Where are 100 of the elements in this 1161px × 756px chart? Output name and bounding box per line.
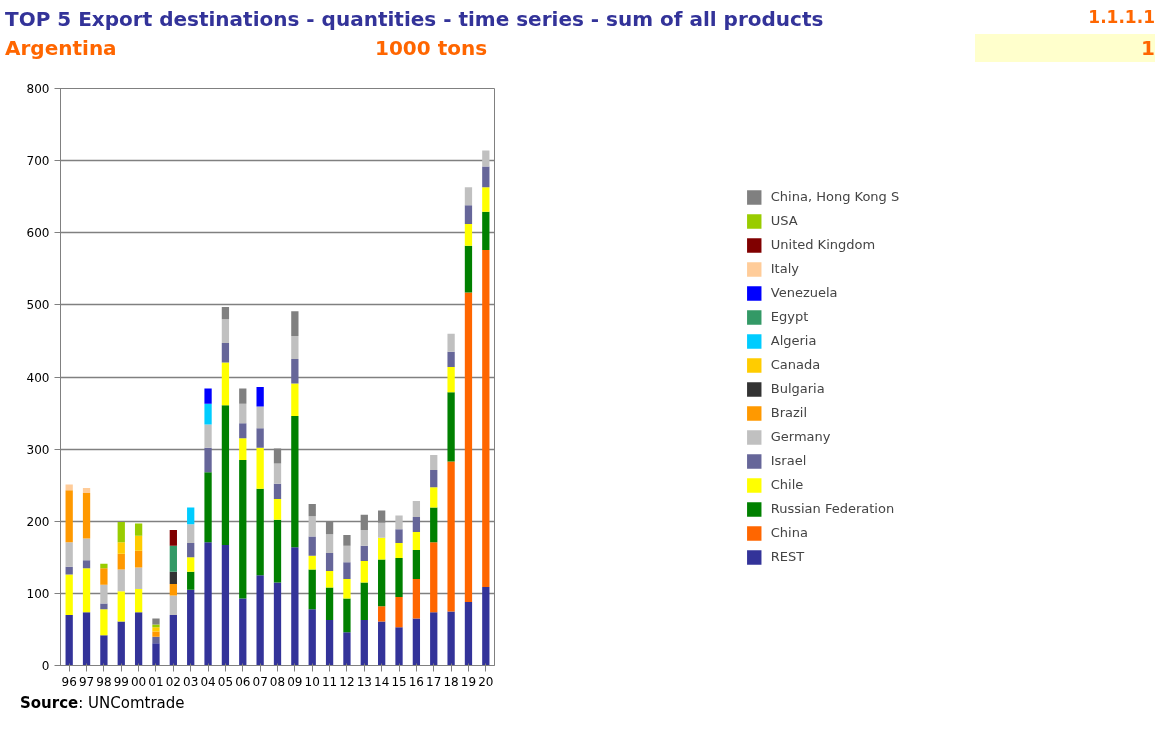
bar [291,311,299,336]
bar [256,428,264,448]
bar [273,519,282,583]
bar [82,538,91,561]
legend-label: Chile [770,477,804,492]
bar [273,582,282,666]
bar [378,510,386,523]
bar [152,627,160,632]
bar [430,470,438,488]
bar [378,621,386,666]
bar [482,150,490,167]
bar [430,454,438,471]
bar [117,553,125,570]
bar [308,536,316,556]
bar [65,484,73,491]
bar [343,534,351,546]
bar [82,568,91,613]
bar [412,618,421,666]
x-tick-label: 19 [460,674,477,689]
bar [221,319,230,344]
x-tick-label: 12 [339,674,355,689]
bar [378,559,386,607]
bar [169,571,177,584]
bar [291,358,299,384]
bar [412,516,421,533]
bar [134,567,143,590]
y-tick-label: 300 [26,442,50,457]
bar [204,542,212,666]
bar [204,403,212,425]
bar [308,503,316,517]
y-tick-label: 0 [41,659,50,673]
legend-label: Algeria [770,333,817,348]
legend-label: United Kingdom [770,237,876,252]
bar [65,615,73,666]
bar [134,612,143,666]
bar [65,542,73,567]
x-tick-label: 05 [217,674,234,689]
x-tick-label: 02 [165,674,181,689]
bar [343,578,351,599]
bar [464,187,473,206]
bar [447,351,455,367]
bar [308,555,316,570]
bar [447,392,455,462]
bar [482,586,490,666]
chart-title: TOP 5 Export destinations - quantities - time series - sum of all products [5,6,824,33]
bar [169,529,177,546]
bar [447,366,455,393]
bar [152,636,160,644]
bar [430,542,438,613]
bar [82,612,91,666]
bar [65,574,73,616]
bar [291,415,299,548]
bar [447,611,455,666]
x-tick-label: 03 [183,674,199,689]
bar [412,501,421,517]
bar [464,205,473,225]
bar [187,589,195,666]
bar [325,620,334,666]
x-tick-label: 17 [426,674,442,689]
legend-label: REST [770,549,805,564]
bar [152,643,160,666]
x-tick-label: 10 [304,674,320,689]
bar [360,514,368,530]
legend-label: Israel [770,453,807,468]
bar [464,292,473,603]
bar [117,542,125,554]
bar [221,405,230,546]
bar [152,618,160,625]
bar [239,459,247,599]
x-tick-label: 16 [408,674,425,689]
bar [343,562,351,579]
bar [100,635,108,666]
bar [117,591,125,622]
y-tick-label: 200 [26,514,50,529]
bar [482,187,490,212]
bar [360,545,368,561]
bar [395,596,403,628]
y-tick-label: 600 [26,226,50,241]
bar [464,245,473,293]
bar [169,584,177,596]
bar [482,211,490,251]
bar [430,507,438,543]
bar [204,447,212,473]
bar [412,550,421,579]
x-tick-label: 99 [113,674,129,689]
bar [134,550,143,568]
x-tick-label: 20 [478,674,494,689]
bar [378,606,386,622]
bar [360,620,368,666]
bar [187,507,195,525]
text: 1 [975,33,1155,63]
legend-label: China [770,525,808,540]
x-tick-label: 15 [391,674,407,689]
bar [308,516,316,537]
bar [187,524,195,543]
bar [343,632,351,666]
bar [152,631,160,637]
bar [273,498,282,520]
y-tick-label: 700 [26,154,50,169]
bar [325,587,334,621]
